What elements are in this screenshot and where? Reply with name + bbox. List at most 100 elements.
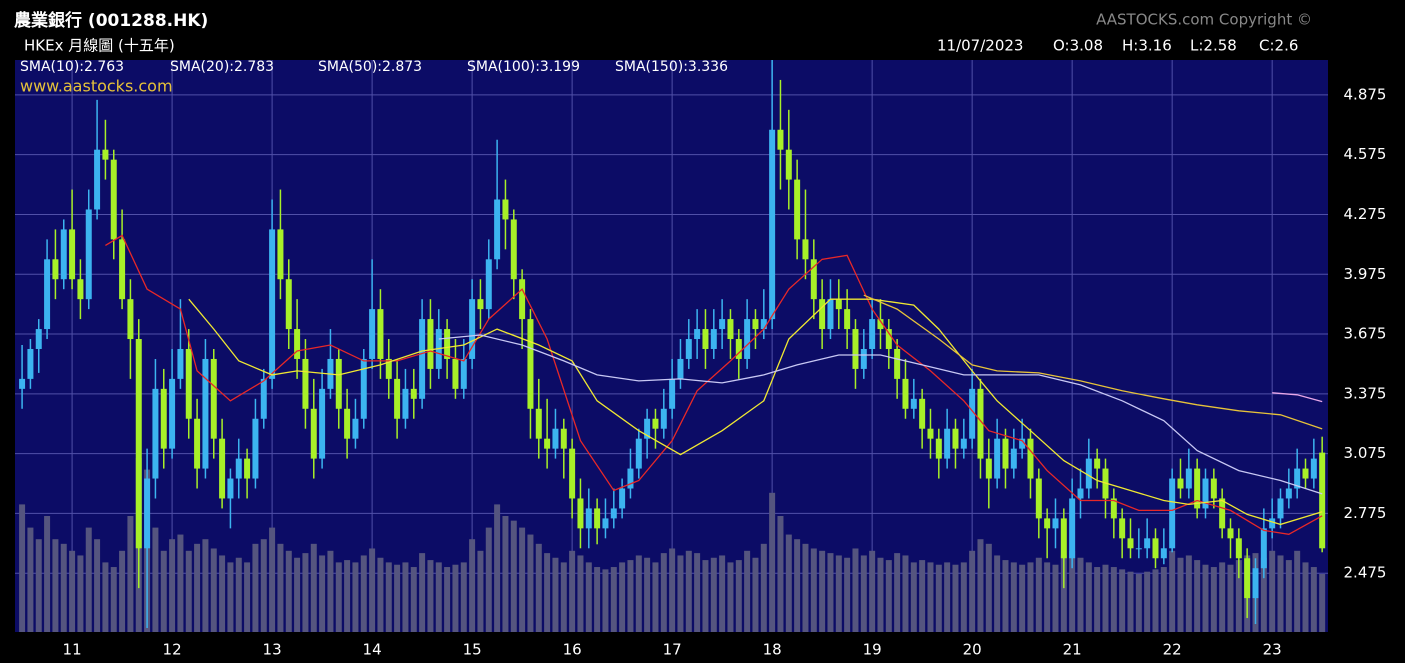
candle-layer [19,60,1326,629]
candle-body [352,418,359,439]
volume-bar [1194,560,1201,632]
volume-bar [310,543,317,632]
volume-bar [435,562,442,632]
candle-body [1160,548,1167,559]
volume-bar [727,562,734,632]
chart-subtitle: HKEx 月線圖 (十五年) [24,37,175,55]
x-tick-label: 19 [863,641,882,659]
candle-body [952,428,959,449]
volume-bar [1160,567,1167,632]
candle-body [60,229,67,280]
last-bar-label: L:2.58 [1190,37,1237,55]
y-tick-label: 3.075 [1344,444,1387,462]
volume-bar [60,543,67,632]
candle-body [527,319,534,409]
candle-body [485,259,492,310]
volume-bar [869,550,876,632]
candle-body [135,339,142,549]
volume-bar [1077,557,1084,632]
candle-body [394,378,401,419]
volume-bar [502,516,509,632]
volume-bar [902,555,909,632]
candle-body [385,358,392,379]
candle-body [344,408,351,439]
candle-body [660,408,667,429]
sma-layer [105,234,1323,535]
volume-bar [169,539,176,632]
candle-body [1169,478,1176,549]
volume-bar [110,567,117,632]
candle-body [744,319,751,359]
candle-body [994,438,1001,479]
candle-body [977,388,984,459]
volume-bar [19,504,26,632]
volume-bar [402,562,409,632]
candle-body [1052,518,1059,529]
volume-bar [1202,564,1209,632]
candle-body [127,299,134,340]
volume-bar [260,539,267,632]
volume-bar [919,560,926,632]
candle-body [335,358,342,409]
volume-bar [702,560,709,632]
sma-line [188,298,1323,526]
x-tick-label: 17 [663,641,682,659]
candle-body [727,319,734,340]
volume-bar [69,550,76,632]
candle-body [844,309,851,330]
volume-bar [1069,550,1076,632]
candle-body [710,329,717,349]
candle-body [1185,468,1192,489]
volume-bar [1094,567,1101,632]
volume-bar [452,564,459,632]
candle-body [410,388,417,399]
candle-body [252,418,259,479]
candle-body [1202,478,1209,509]
candle-body [169,378,176,449]
volume-bar [152,527,159,632]
volume-bar [394,564,401,632]
volume-bar [544,553,551,632]
volume-bar [319,555,326,632]
candle-body [1094,458,1101,469]
candle-body [902,378,909,409]
candle-body [444,329,451,359]
candle-body [777,129,784,150]
candle-body [677,358,684,379]
candle-body [310,408,317,459]
volume-bar [477,550,484,632]
candle-body [1110,498,1117,519]
volume-bar [585,562,592,632]
candle-body [69,229,76,280]
volume-bar [285,550,292,632]
candle-body [702,329,709,349]
legend-entry: SMA(10):2.763 [20,59,124,75]
volume-bar [102,562,109,632]
candle-body [1027,438,1034,479]
candle-body [577,498,584,529]
candle-body [227,478,234,499]
candle-body [160,388,167,449]
volume-bar [1085,562,1092,632]
volume-bar [1044,562,1051,632]
last-bar-label: C:2.6 [1259,37,1298,55]
candle-body [794,179,801,240]
volume-bar [194,543,201,632]
candle-body [502,199,509,220]
candle-body [269,229,276,379]
candle-body [927,428,934,439]
candle-body [210,358,217,439]
candle-body [969,388,976,439]
x-tick-label: 20 [963,641,982,659]
volume-bar [235,557,242,632]
volume-bar [444,567,451,632]
candle-body [27,348,34,379]
volume-bar [360,555,367,632]
plot-area [15,60,1328,632]
volume-bar [1035,557,1042,632]
volume-bar [1052,564,1059,632]
volume-bar [85,527,92,632]
volume-bar [1310,567,1317,632]
volume-bar [927,562,934,632]
volume-bar [860,555,867,632]
